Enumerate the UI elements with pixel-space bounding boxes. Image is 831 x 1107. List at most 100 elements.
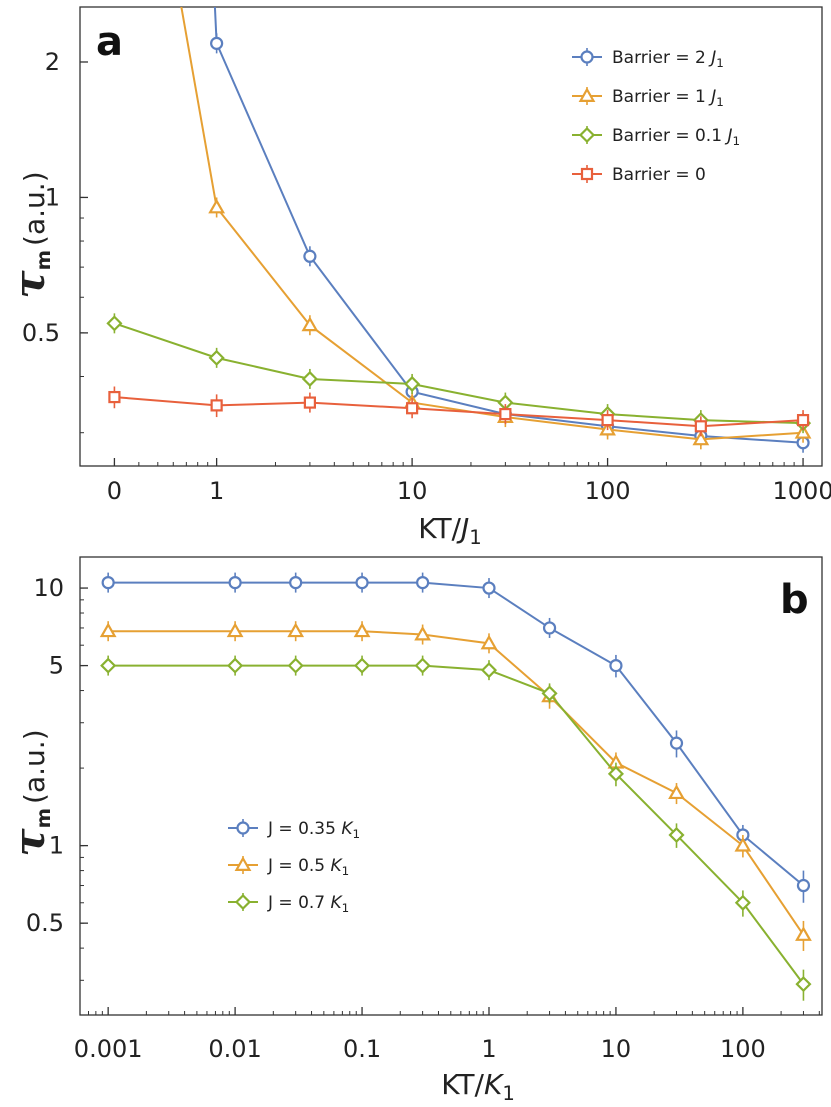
legend-item: J = 0.35 K1 <box>228 819 360 841</box>
x-tick-label: 1 <box>481 1035 496 1063</box>
x-axis-label-sub: 1 <box>469 526 481 549</box>
legend-item: Barrier = 1 J1 <box>572 87 724 109</box>
data-point <box>210 399 223 412</box>
y-axis-label-units: (a.u.) <box>18 171 51 246</box>
legend-label: Barrier = 0 <box>612 165 706 185</box>
legend-item: Barrier = 0 <box>572 165 706 185</box>
legend-label-text: Barrier = 1 <box>612 87 711 107</box>
y-tick-label: 10 <box>33 574 64 602</box>
data-point <box>287 622 305 638</box>
data-point <box>303 249 317 263</box>
legend-label-var: J <box>724 126 732 146</box>
legend-marker <box>234 856 252 871</box>
legend-label-sub: 1 <box>342 901 350 915</box>
legend-label: J = 0.35 K1 <box>267 819 360 841</box>
data-point <box>795 976 812 993</box>
data-point <box>355 575 369 590</box>
legend-label-var: K <box>341 819 354 839</box>
series-line <box>108 664 805 985</box>
legend-label-sub: 1 <box>716 95 724 109</box>
data-point <box>609 658 623 673</box>
series-1 <box>99 621 812 951</box>
y-tick-label: 0.5 <box>26 909 64 937</box>
x-axis-label-var: K <box>484 1068 505 1101</box>
legend-label-text: J = 0.5 <box>267 856 331 876</box>
data-point <box>106 315 123 332</box>
x-tick-label: 100 <box>720 1035 766 1063</box>
data-point <box>226 622 244 638</box>
data-point <box>601 413 614 427</box>
legend-label-text: J = 0.35 <box>267 819 341 839</box>
series-line <box>114 322 804 425</box>
legend-label-sub: 1 <box>352 827 360 841</box>
x-axis-label: KT/J1 <box>418 512 481 549</box>
legend-label-text: Barrier = 2 <box>612 48 711 68</box>
data-point <box>406 402 419 415</box>
plot-frame <box>79 6 823 467</box>
legend-label: Barrier = 0.1 J1 <box>612 126 740 148</box>
x-minor-ticks <box>79 462 795 466</box>
y-axis-label-sub: m <box>32 808 55 828</box>
data-point <box>301 316 319 332</box>
data-point <box>227 657 244 674</box>
legend-item: Barrier = 0.1 J1 <box>572 126 740 148</box>
legend-marker <box>578 126 596 144</box>
legend-marker <box>580 50 594 64</box>
y-axis-label-units: (a.u.) <box>18 729 51 804</box>
legend-label-text: Barrier = 0 <box>612 165 706 185</box>
data-point <box>303 396 316 409</box>
data-point <box>287 657 304 674</box>
legend-item: J = 0.7 K1 <box>228 893 349 915</box>
x-tick-label: 0 <box>107 477 122 505</box>
x-tick-label: 10 <box>397 477 428 505</box>
series-0 <box>101 572 811 903</box>
data-point <box>734 894 751 911</box>
plot-area <box>106 7 812 453</box>
data-point <box>108 390 121 404</box>
data-point <box>100 657 117 674</box>
x-tick-label: 0.001 <box>74 1035 143 1063</box>
legend-marker <box>578 87 596 102</box>
panel-label: b <box>780 577 809 623</box>
data-point <box>414 657 431 674</box>
plot-area <box>99 572 812 1001</box>
data-point <box>208 198 226 214</box>
legend-label-var: J <box>708 87 716 107</box>
y-tick-label: 2 <box>45 48 60 76</box>
legend-label-var: K <box>331 893 344 913</box>
data-point <box>416 575 430 590</box>
data-point <box>796 878 811 893</box>
data-point <box>228 575 242 590</box>
data-point <box>101 575 115 590</box>
x-axis-label-sub: 1 <box>502 1082 514 1105</box>
data-point <box>480 634 498 650</box>
y-tick-label: 0.5 <box>22 319 60 347</box>
data-point <box>669 736 684 750</box>
x-tick-label: 0.01 <box>208 1035 261 1063</box>
legend-label: J = 0.7 K1 <box>267 893 349 915</box>
y-tick-label: 5 <box>49 652 64 680</box>
y-axis-label: τm (a.u.) <box>5 171 55 298</box>
x-tick-label: 1000 <box>773 477 831 505</box>
series-line <box>108 630 805 936</box>
legend-label-text: Barrier = 0.1 <box>612 126 727 146</box>
series-line <box>108 581 805 887</box>
x-axis-label-text: KT/ <box>441 1068 484 1101</box>
data-point <box>734 836 752 852</box>
data-point <box>353 622 371 638</box>
legend-marker <box>234 893 252 911</box>
data-point <box>208 349 225 366</box>
legend-item: J = 0.5 K1 <box>228 856 349 878</box>
data-point <box>289 575 303 590</box>
panel-b: 0.001 0.01 0.1 1 10 1000.51510KT/K1τm(a.u.)bJ… <box>5 556 823 1105</box>
data-point <box>694 420 707 433</box>
data-point <box>210 36 224 50</box>
data-point <box>692 430 710 446</box>
legend-label-text: J = 0.7 <box>267 893 331 913</box>
series-2 <box>100 655 812 1001</box>
y-axis-label-sub: m <box>32 250 55 270</box>
data-point <box>480 662 498 679</box>
data-point <box>542 621 557 635</box>
data-point <box>795 926 812 941</box>
